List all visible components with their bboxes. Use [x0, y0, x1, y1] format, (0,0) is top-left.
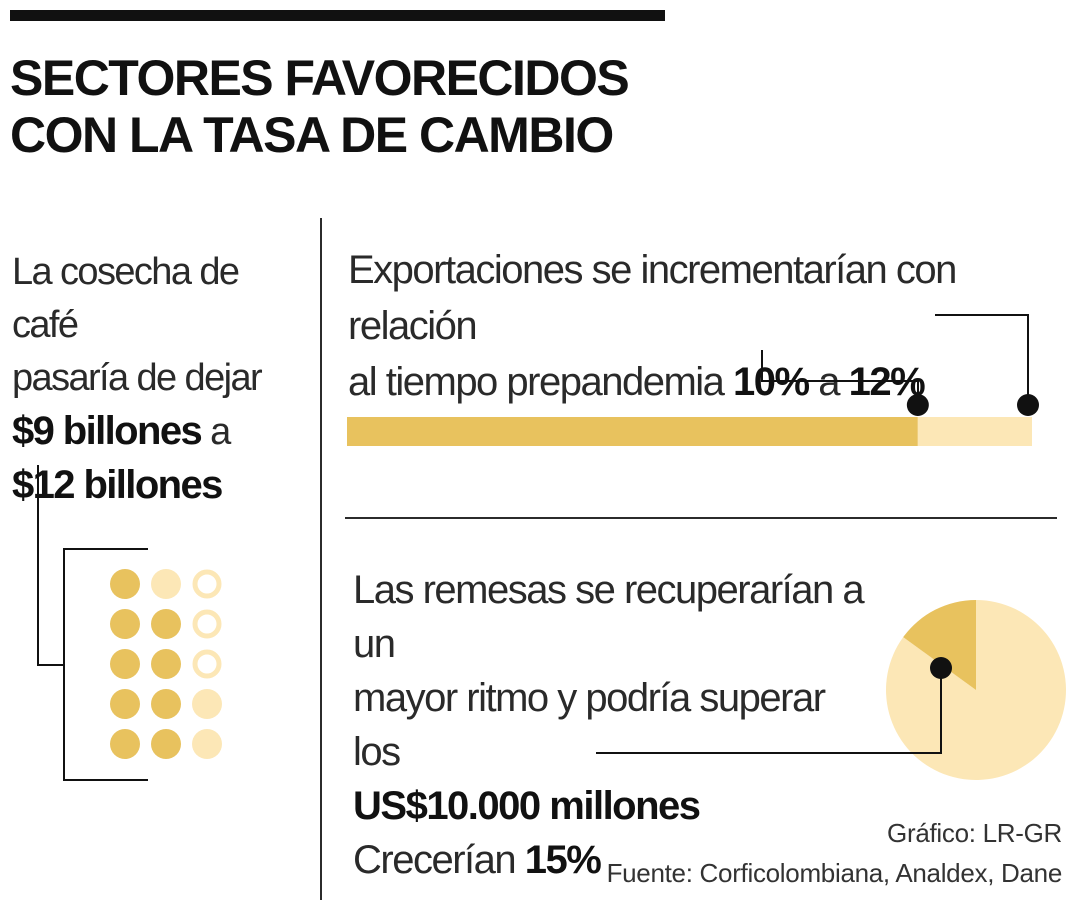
- coffee-dot-empty: [192, 609, 222, 639]
- top-rule: [10, 10, 665, 21]
- coffee-dot-gold: [110, 729, 140, 759]
- pie-marker: [930, 657, 952, 679]
- coffee-from-value: $9 billones: [12, 409, 203, 453]
- pie-slice-15pct: [903, 600, 976, 690]
- horizontal-divider: [345, 517, 1057, 519]
- coffee-dot-light: [192, 729, 222, 759]
- coffee-dot-empty: [192, 649, 222, 679]
- remittances-growth-pct: 15%: [524, 838, 602, 882]
- coffee-dot-matrix: [37, 465, 222, 781]
- coffee-to-value: $12 billones: [12, 463, 223, 507]
- exports-line-2-text: al tiempo prepandemia: [348, 360, 725, 404]
- coffee-line-3: $9 billones a: [12, 405, 312, 459]
- coffee-dot-gold: [110, 689, 140, 719]
- marker-12pct: [1017, 394, 1039, 416]
- coffee-dot-empty: [192, 569, 222, 599]
- bar-increment-12pct: [917, 417, 1032, 446]
- exports-line-1: Exportaciones se incrementarían con rela…: [348, 248, 957, 348]
- remittances-line-2: mayor ritmo y podría superar los: [353, 676, 826, 774]
- remittances-pie-chart: [596, 600, 1066, 781]
- coffee-dot-gold: [110, 609, 140, 639]
- graphic-credit: Gráfico: LR-GR: [887, 818, 1062, 848]
- coffee-text: La cosecha de café pasaría de dejar $9 b…: [12, 246, 312, 512]
- pie-slice-rest: [885, 600, 1066, 781]
- coffee-line-2: pasaría de dejar: [12, 357, 263, 399]
- remittances-growth-label: Crecerían: [353, 838, 517, 882]
- coffee-dot-light: [151, 569, 181, 599]
- remittances-line-1: Las remesas se recuperarían a un: [353, 568, 865, 666]
- remittances-text: Las remesas se recuperarían a un mayor r…: [353, 563, 873, 887]
- coffee-matrix-bracket: [63, 548, 148, 781]
- leader-12pct: [935, 314, 1029, 400]
- pie-leader: [596, 672, 942, 754]
- coffee-dot-gold: [110, 569, 140, 599]
- remittances-amount: US$10.000 millones: [353, 784, 701, 828]
- coffee-dot-gold: [151, 729, 181, 759]
- bar-base-10pct: [347, 417, 918, 446]
- source-credit: Fuente: Corficolombiana, Analdex, Dane: [606, 858, 1063, 888]
- infographic-title: SECTORES FAVORECIDOS CON LA TASA DE CAMB…: [10, 50, 630, 163]
- dot-grid: [110, 569, 222, 759]
- coffee-dot-light: [192, 689, 222, 719]
- exports-bar-chart: [347, 314, 1039, 446]
- marker-10pct: [906, 394, 929, 416]
- coffee-connector: a: [210, 411, 231, 453]
- remittances-line-4: Crecerían 15%: [353, 833, 873, 887]
- coffee-dot-gold: [110, 649, 140, 679]
- coffee-line-1: La cosecha de café: [12, 251, 240, 346]
- coffee-dot-gold: [151, 609, 181, 639]
- coffee-bracket: [37, 465, 64, 666]
- vertical-divider: [320, 218, 322, 900]
- coffee-dot-gold: [151, 649, 181, 679]
- coffee-dot-gold: [151, 689, 181, 719]
- leader-10pct: [761, 350, 919, 400]
